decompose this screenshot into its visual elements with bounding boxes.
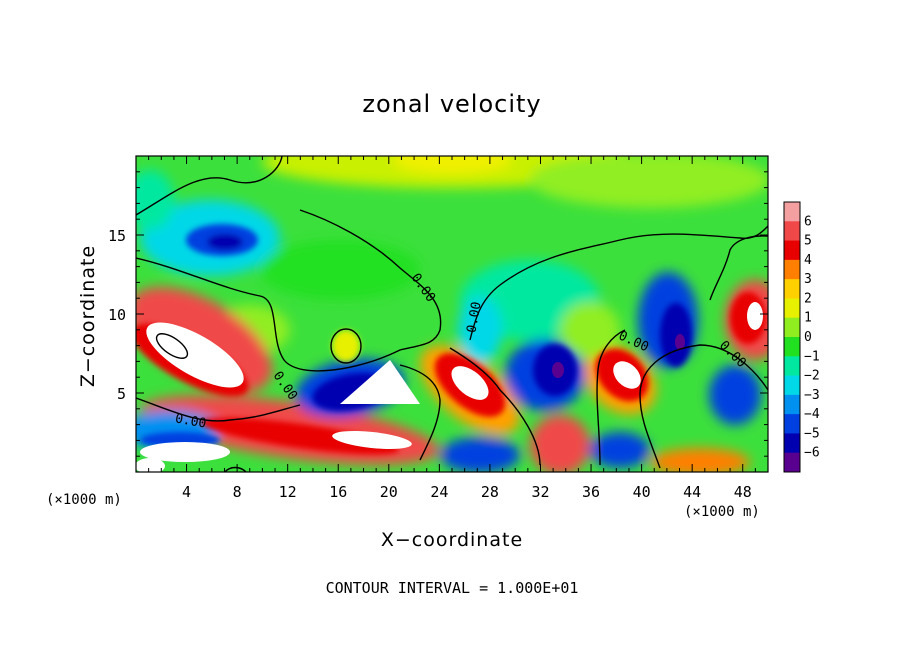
contour-line xyxy=(399,364,441,461)
colorbar-label: −4 xyxy=(804,407,820,422)
x-tick-label: 48 xyxy=(734,483,752,501)
colorbar-label: 5 xyxy=(804,234,812,249)
plot-area: 0.00 0.00 0.00 0.00 0.00 0.00 xyxy=(136,156,768,472)
y-tick-label: 15 xyxy=(108,227,126,245)
colorbar-swatch xyxy=(784,240,800,261)
contour-label: 0.00 xyxy=(464,301,484,334)
colorbar-swatch xyxy=(784,202,800,222)
colorbar: 6 5 4 3 2 1 0 −1 −2 −3 −4 −5 −6 xyxy=(783,201,820,473)
x-unit-left: (×1000 m) xyxy=(46,492,122,508)
colorbar-swatch xyxy=(784,394,800,415)
colorbar-swatch xyxy=(784,279,800,299)
y-axis-label: Z−coordinate xyxy=(77,245,99,387)
colorbar-label: −2 xyxy=(804,369,820,384)
colorbar-swatch xyxy=(784,259,800,280)
colorbar-swatch xyxy=(784,414,800,434)
colorbar-swatch xyxy=(784,375,800,396)
contour-interval-text: CONTOUR INTERVAL = 1.000E+01 xyxy=(326,579,579,597)
contour-line xyxy=(136,209,442,372)
contour-closed xyxy=(330,328,362,364)
x-tick-label: 44 xyxy=(683,483,701,501)
contour-line xyxy=(709,235,768,301)
colorbar-swatch xyxy=(784,337,800,357)
colorbar-label: −6 xyxy=(804,446,820,461)
colorbar-swatch xyxy=(784,221,800,242)
x-tick-label: 36 xyxy=(582,483,600,501)
colorbar-label: 1 xyxy=(804,311,812,326)
x-tick-label: 16 xyxy=(329,483,347,501)
colorbar-label: 3 xyxy=(804,272,812,287)
colorbar-swatch xyxy=(784,356,800,377)
colorbar-swatch xyxy=(784,298,800,319)
contour-line xyxy=(449,347,541,466)
colorbar-label: −3 xyxy=(804,388,820,403)
contour-line xyxy=(639,344,768,469)
chart-title: zonal velocity xyxy=(362,90,541,118)
colorbar-label: 6 xyxy=(804,214,812,229)
x-tick-label: 32 xyxy=(531,483,549,501)
y-tick-label: 5 xyxy=(117,385,126,403)
x-tick-label: 4 xyxy=(182,483,191,501)
contour-line xyxy=(224,466,247,472)
colorbar-label: 2 xyxy=(804,291,812,306)
x-axis-ticks: 4 8 12 16 20 24 28 32 36 40 44 48 xyxy=(148,156,756,501)
colorbar-label: −5 xyxy=(804,426,820,441)
x-tick-label: 8 xyxy=(233,483,242,501)
x-tick-label: 28 xyxy=(481,483,499,501)
colorbar-label: −1 xyxy=(804,349,820,364)
contour-line xyxy=(136,397,301,422)
y-tick-label: 10 xyxy=(108,306,126,324)
colorbar-swatch xyxy=(784,452,800,473)
contour-line xyxy=(596,329,626,466)
contour-line xyxy=(136,156,283,216)
colorbar-swatch xyxy=(784,433,800,454)
contour-closed xyxy=(155,333,189,359)
x-tick-label: 12 xyxy=(279,483,297,501)
x-tick-label: 40 xyxy=(633,483,651,501)
velocity-field xyxy=(136,156,768,472)
zero-contours xyxy=(136,156,768,472)
colorbar-label: 0 xyxy=(804,330,812,345)
x-tick-label: 20 xyxy=(380,483,398,501)
x-axis-label: X−coordinate xyxy=(381,529,523,551)
colorbar-swatch xyxy=(784,317,800,338)
x-unit-right: (×1000 m) xyxy=(684,504,760,520)
colorbar-label: 4 xyxy=(804,253,812,268)
contour-label: 0.00 xyxy=(174,411,207,431)
x-tick-label: 24 xyxy=(430,483,448,501)
colorbar-frame xyxy=(783,201,801,473)
y-axis-ticks: 5 10 15 xyxy=(108,171,768,457)
